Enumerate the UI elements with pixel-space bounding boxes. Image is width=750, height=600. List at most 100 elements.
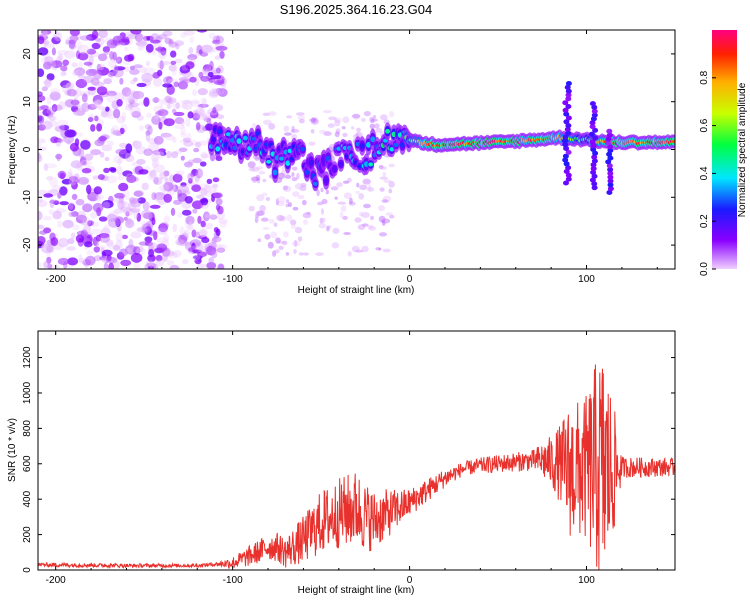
spectrogram-noise-blob xyxy=(38,111,42,117)
spectrogram-noise-blob xyxy=(46,244,54,253)
spectrogram-noise-blob xyxy=(151,217,156,226)
spectrogram-spike xyxy=(562,153,569,159)
spectrogram-noise-blob xyxy=(162,60,171,65)
spectrogram-noise-blob xyxy=(60,124,65,133)
spectrogram-noise-blob xyxy=(312,118,318,124)
spectrogram-noise-blob xyxy=(71,105,79,113)
figure-title: S196.2025.364.16.23.G04 xyxy=(280,2,433,17)
spectrogram-noise-blob xyxy=(191,184,202,192)
spectrogram-noise-blob xyxy=(380,114,388,121)
snr-plot: -200 -100 0 100 0 200 400 600 800 1000 1200 Heigh… xyxy=(7,330,676,596)
spectrogram-noise-blob xyxy=(71,224,80,231)
spectrogram-noise-blob xyxy=(43,163,49,171)
x-tick-label: 0 xyxy=(407,274,413,285)
spectrogram-noise-blob xyxy=(192,208,198,214)
spectrogram-noise-blob xyxy=(98,135,107,142)
spectrogram-noise-blob xyxy=(117,175,125,180)
spectrogram-noise-blob xyxy=(61,178,73,185)
spectrogram-noise-blob xyxy=(112,244,121,251)
spectrogram-noise-blob xyxy=(52,184,61,192)
spectrogram-noise-blob xyxy=(148,260,154,268)
spectrogram-ridge-core xyxy=(368,162,374,167)
spectrogram-noise-blob xyxy=(209,60,214,71)
spectrogram-noise-blob xyxy=(88,220,94,226)
spectrogram-noise-blob xyxy=(112,129,122,136)
spectrogram-noise-blob xyxy=(38,138,44,144)
spectrogram-noise-blob xyxy=(195,141,202,148)
spectrogram-noise-blob xyxy=(75,234,85,243)
spectrogram-spike xyxy=(589,101,596,107)
spectrogram-spike xyxy=(565,149,572,155)
spectrogram-noise-blob xyxy=(101,249,113,257)
spectrogram-noise-blob xyxy=(113,108,121,119)
spectrogram-noise-blob xyxy=(355,190,360,195)
spectrogram-noise-blob xyxy=(267,241,274,249)
spectrogram-noise-blob xyxy=(190,100,201,107)
spectrogram-noise-blob xyxy=(202,98,207,108)
spectrogram-noise-blob xyxy=(147,242,158,250)
spectrogram-noise-blob xyxy=(117,157,122,166)
spectrogram-noise-blob xyxy=(181,79,191,84)
spectrogram-noise-blob xyxy=(261,192,268,197)
spectrogram-noise-blob xyxy=(277,196,286,203)
spectrogram-noise-blob xyxy=(129,106,141,116)
spectrogram-noise-blob xyxy=(124,54,134,62)
spectrogram-noise-blob xyxy=(327,123,335,128)
colorbar-gradient xyxy=(712,30,737,269)
spectrogram-ridge-core xyxy=(236,138,242,144)
spectrogram-noise-blob xyxy=(44,56,54,65)
spectrogram-noise-blob xyxy=(92,236,98,246)
spectrogram-noise-blob xyxy=(359,211,364,217)
spectrogram-noise-blob xyxy=(51,60,63,68)
spectrogram-noise-blob xyxy=(83,75,95,84)
spectrogram-noise-blob xyxy=(180,132,187,138)
spectrogram-noise-blob xyxy=(78,254,83,264)
spectrogram-noise-blob xyxy=(370,118,376,124)
spectrogram-noise-blob xyxy=(322,217,326,223)
spectrogram-noise-blob xyxy=(77,44,90,54)
spectrogram-noise-blob xyxy=(160,132,172,138)
spectrogram-noise-blob xyxy=(369,123,375,130)
spectrogram-noise-blob xyxy=(46,249,51,257)
spectrogram-noise-blob xyxy=(213,227,219,233)
spectrogram-spike xyxy=(563,161,570,167)
spectrogram-noise-blob xyxy=(130,79,136,85)
spectrogram-noise-blob xyxy=(343,232,351,235)
spectrogram-noise-blob xyxy=(361,245,369,253)
colorbar: 0.0 0.2 0.4 0.6 0.8 Normalized spectral ampl… xyxy=(699,30,748,276)
spectrogram-noise-blob xyxy=(91,228,103,235)
spectrogram-noise-blob xyxy=(38,154,43,163)
spectrogram-noise-blob xyxy=(144,212,153,220)
spectrogram-noise-blob xyxy=(261,217,269,222)
colorbar-tick-label: 0.8 xyxy=(699,70,710,84)
spectrogram-noise-blob xyxy=(105,256,118,264)
spectrogram-noise-blob xyxy=(284,174,292,179)
spectrogram-noise-blob xyxy=(180,119,185,127)
spectrogram-noise-blob xyxy=(159,171,167,180)
spectrogram-noise-blob xyxy=(209,88,221,97)
spectrogram-noise-blob xyxy=(375,247,381,251)
spectrogram-spike xyxy=(590,147,597,152)
spectrogram-noise-blob xyxy=(153,114,160,120)
spectrogram-noise-blob xyxy=(388,163,395,168)
spectrogram-noise-blob xyxy=(86,48,97,55)
spectrogram-noise-blob xyxy=(215,67,221,74)
spectrogram-noise-blob xyxy=(47,263,53,269)
spectrogram-noise-blob xyxy=(209,214,218,220)
spectrogram-noise-blob xyxy=(81,221,88,226)
spectrogram-noise-blob xyxy=(292,206,299,211)
spectrogram-noise-blob xyxy=(153,77,162,87)
spectrogram-noise-blob xyxy=(183,30,195,36)
spectrogram-noise-blob xyxy=(219,220,227,229)
spectrogram-noise-blob xyxy=(381,218,391,224)
y-tick-label: 10 xyxy=(22,96,33,108)
spectrogram-noise-blob xyxy=(71,193,78,200)
spectrogram-noise-blob xyxy=(355,249,364,253)
spectrogram-noise-blob xyxy=(133,92,143,99)
spectrogram-noise-blob xyxy=(342,180,350,184)
spectrogram-noise-blob xyxy=(136,158,146,165)
spectrogram-noise-blob xyxy=(136,212,142,222)
spectrogram-noise-blob xyxy=(200,204,209,210)
spectrogram-noise-blob xyxy=(187,159,194,165)
spectrogram-noise-blob xyxy=(180,99,192,105)
